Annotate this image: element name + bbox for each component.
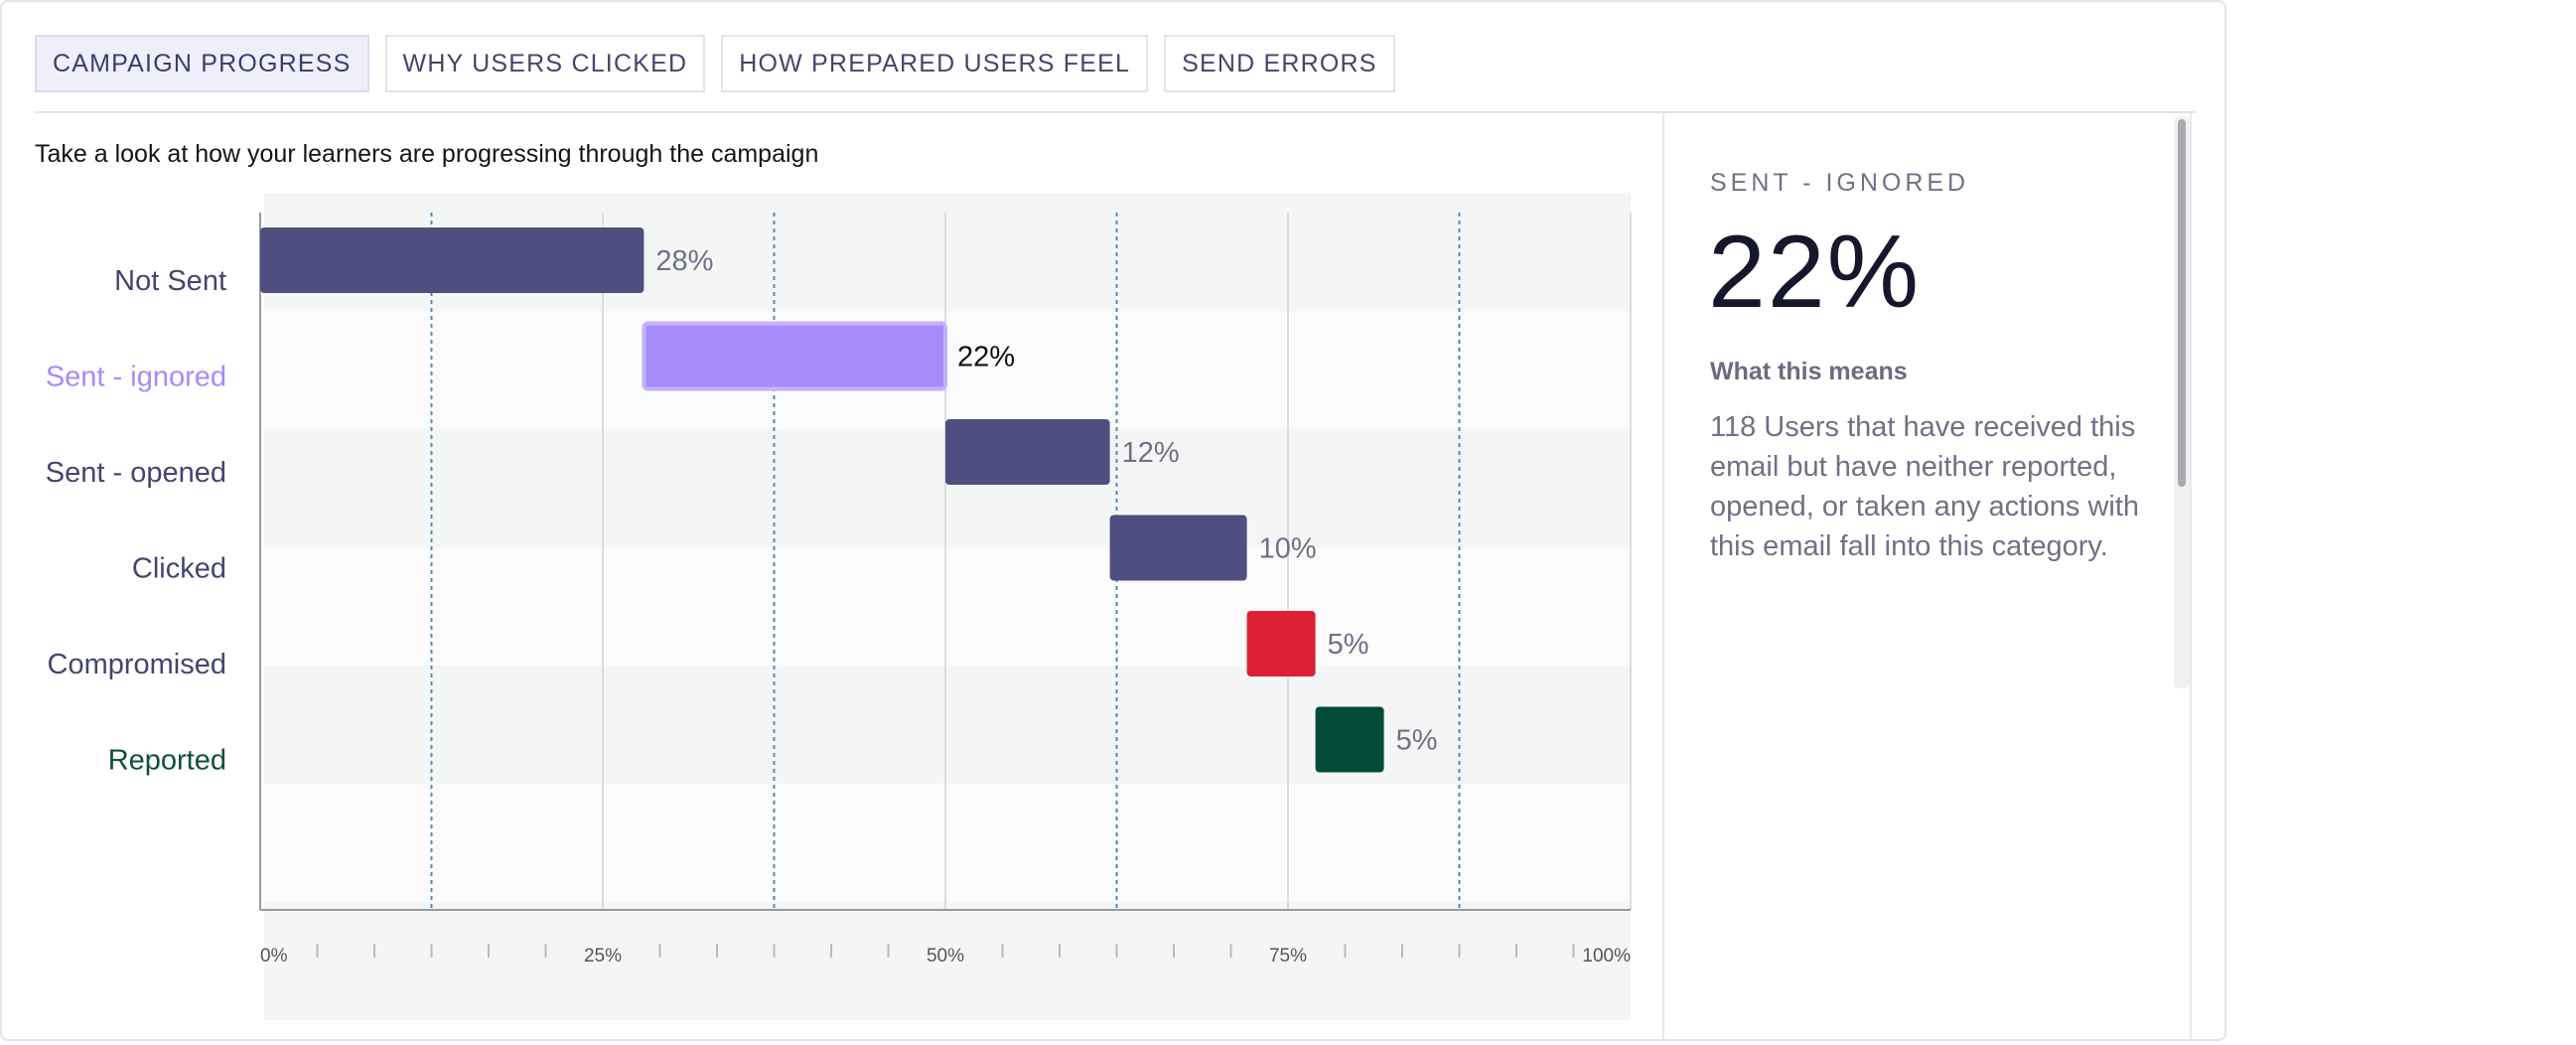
chart-x-tick-label: 50% — [927, 946, 964, 967]
side-panel-what-label: What this means — [1710, 358, 1908, 385]
tabs-divider — [35, 111, 2196, 113]
chart-row-band — [264, 666, 1631, 784]
tab-campaign-progress[interactable]: CAMPAIGN PROGRESS — [35, 35, 369, 92]
tab-bar: CAMPAIGN PROGRESS WHY USERS CLICKED HOW … — [35, 35, 1395, 92]
chart-bar[interactable] — [945, 419, 1110, 485]
chart-bar[interactable] — [642, 321, 948, 391]
side-panel-description: 118 Users that have received this email … — [1710, 411, 2140, 562]
side-panel-divider — [1662, 113, 1664, 1039]
chart-category-label: Sent - ignored — [46, 362, 226, 393]
campaign-progress-chart: 28% Not Sent 22% Sent - ignored 12% Sent - op… — [46, 193, 1632, 1020]
tab-how-prepared-users-feel[interactable]: HOW PREPARED USERS FEEL — [721, 35, 1149, 92]
chart-row-band — [264, 784, 1631, 902]
chart-bar-value-label: 10% — [1259, 533, 1317, 565]
side-panel-scrollbar-thumb[interactable] — [2178, 119, 2186, 487]
side-panel-right-border — [2190, 113, 2192, 1039]
chart-x-tick-label: 0% — [260, 946, 288, 967]
chart-bar[interactable] — [260, 227, 644, 293]
chart-category-label: Compromised — [48, 649, 227, 680]
chart-bar-value-label: 5% — [1328, 629, 1369, 661]
tab-send-errors[interactable]: SEND ERRORS — [1164, 35, 1395, 92]
chart-category-label: Sent - opened — [46, 457, 226, 489]
chart-bar-value-label: 5% — [1396, 725, 1438, 757]
chart-row-band — [264, 547, 1631, 666]
chart-x-tick-label: 75% — [1269, 946, 1307, 967]
chart-x-tick-label: 25% — [584, 946, 622, 967]
chart-bar-value-label: 28% — [655, 245, 713, 277]
chart-x-tick-label: 100% — [1582, 946, 1631, 967]
chart-category-label: Not Sent — [114, 265, 226, 297]
chart-intro-text: Take a look at how your learners are pro… — [35, 140, 819, 168]
chart-bar[interactable] — [1109, 515, 1247, 581]
chart-category-label: Reported — [108, 745, 226, 777]
chart-row-band — [264, 902, 1631, 1020]
chart-category-label: Clicked — [132, 553, 226, 585]
side-panel-value: 22% — [1708, 215, 1922, 330]
chart-bar-value-label: 12% — [1122, 437, 1180, 469]
tab-why-users-clicked[interactable]: WHY USERS CLICKED — [384, 35, 706, 92]
chart-bar[interactable] — [1315, 706, 1384, 773]
campaign-progress-card: CAMPAIGN PROGRESS WHY USERS CLICKED HOW … — [0, 0, 2226, 1041]
chart-bar[interactable] — [1246, 611, 1316, 676]
side-panel-title: SENT - IGNORED — [1710, 169, 1970, 197]
chart-bar-value-label: 22% — [957, 342, 1015, 373]
